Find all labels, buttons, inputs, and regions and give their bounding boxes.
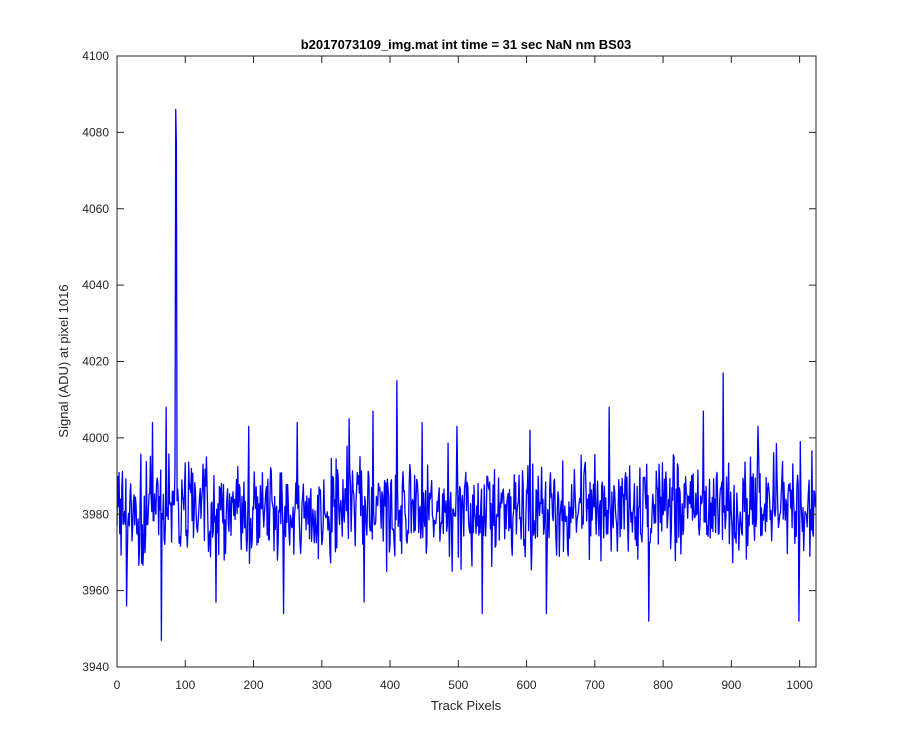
- x-tick-label: 700: [585, 678, 605, 692]
- x-tick-label: 1000: [786, 678, 813, 692]
- x-tick-label: 500: [448, 678, 468, 692]
- y-tick-label: 3980: [82, 507, 109, 521]
- y-tick-label: 3960: [82, 584, 109, 598]
- x-tick-label: 600: [517, 678, 537, 692]
- plot-area: [117, 56, 816, 667]
- y-tick-label: 4080: [82, 125, 109, 139]
- y-tick-label: 4000: [82, 431, 109, 445]
- x-tick-label: 200: [244, 678, 264, 692]
- x-tick-label: 100: [175, 678, 195, 692]
- x-tick-label: 400: [380, 678, 400, 692]
- x-tick-label: 0: [114, 678, 121, 692]
- y-tick-label: 3940: [82, 660, 109, 674]
- y-tick-label: 4100: [82, 49, 109, 63]
- ticks-layer: 0 100 200 300 400 500 600 700 800 900 1000 3940 3960…: [82, 49, 816, 692]
- x-tick-label: 800: [653, 678, 673, 692]
- y-tick-label: 4060: [82, 202, 109, 216]
- y-tick-label: 4040: [82, 278, 109, 292]
- signal-series-line: [116, 108, 816, 641]
- y-tick-label: 4020: [82, 355, 109, 369]
- x-tick-label: 900: [721, 678, 741, 692]
- y-axis-label: Signal (ADU) at pixel 1016: [56, 284, 71, 437]
- series-layer: [116, 108, 816, 641]
- x-tick-label: 300: [312, 678, 332, 692]
- x-axis-label: Track Pixels: [431, 698, 502, 713]
- chart-title: b2017073109_img.mat int time = 31 sec Na…: [301, 37, 632, 52]
